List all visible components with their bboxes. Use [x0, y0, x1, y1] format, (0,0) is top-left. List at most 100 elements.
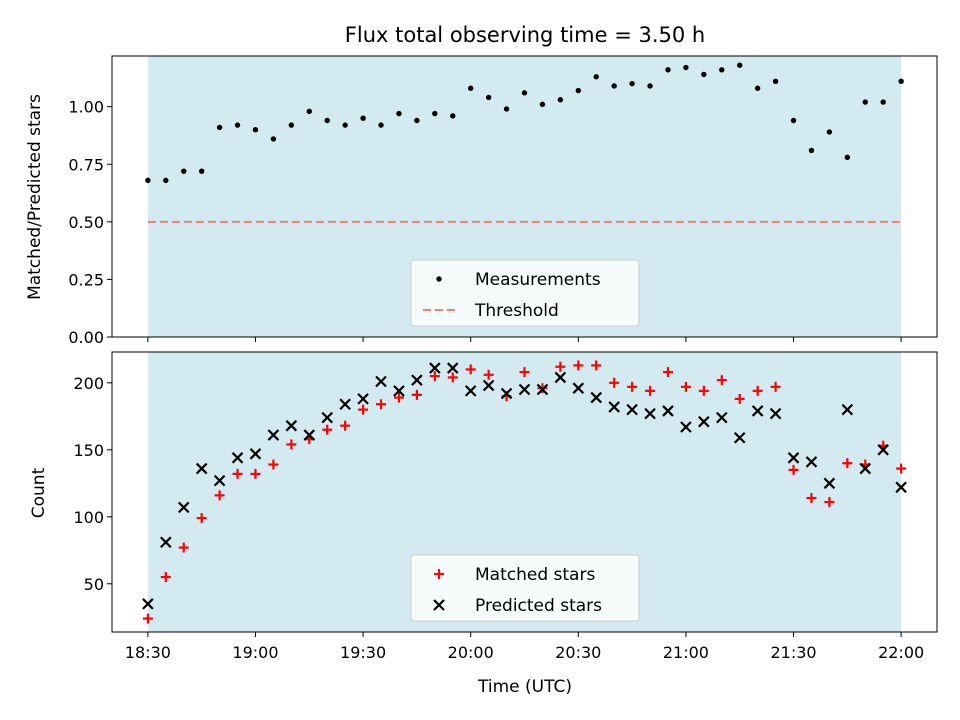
predicted-star-point: [231, 452, 244, 464]
matched-star-point: [788, 464, 799, 475]
measurement-point: [719, 67, 725, 73]
measurement-point: [342, 122, 348, 128]
legend-label: Predicted stars: [475, 596, 602, 616]
predicted-star-point: [590, 391, 603, 404]
matched-star-point: [214, 490, 225, 501]
matched-star-point: [806, 493, 817, 504]
measurement-point: [216, 124, 223, 131]
measurement-point: [181, 168, 187, 174]
predicted-star-point: [698, 415, 710, 428]
measurement-point: [503, 106, 510, 112]
predicted-star-point: [446, 362, 459, 374]
chart-title: Flux total observing time = 3.50 h: [345, 23, 705, 47]
x-tick-label: 19:30: [340, 643, 386, 662]
y-tick-label: 200: [73, 374, 104, 393]
measurement-point: [898, 78, 904, 85]
measurement-point: [665, 67, 671, 73]
legend-label: Threshold: [474, 301, 559, 321]
predicted-star-point: [482, 379, 495, 392]
predicted-star-point: [823, 477, 836, 490]
matched-star-point: [627, 381, 638, 392]
legend: Measurements Threshold: [410, 259, 640, 327]
measurement-point: [844, 154, 851, 161]
measurement-point: [234, 122, 241, 128]
predicted-star-point: [733, 431, 746, 444]
matched-star-point: [196, 513, 207, 524]
matched-star-point: [645, 385, 656, 396]
matched-star-point: [250, 468, 261, 479]
y-tick-label: 150: [73, 441, 104, 460]
x-tick-label: 20:00: [448, 643, 494, 662]
measurement-point: [808, 147, 815, 154]
legend-matched-swatch: [434, 569, 444, 579]
measurement-point: [737, 62, 743, 68]
measurement-point: [539, 101, 546, 108]
predicted-star-point: [716, 411, 728, 424]
measurement-point: [270, 136, 277, 142]
x-tick-label: 18:30: [125, 643, 171, 662]
predicted-star-point: [626, 403, 638, 416]
predicted-star-point: [339, 398, 351, 411]
predicted-star-point: [303, 429, 316, 441]
y-tick-label: 0.00: [68, 328, 104, 347]
x-tick-label: 19:00: [232, 643, 278, 662]
predicted-star-point: [572, 382, 585, 394]
measurement-point: [701, 71, 707, 78]
measurement-point: [396, 110, 402, 117]
matched-star-point: [770, 381, 781, 392]
measurement-point: [575, 87, 582, 94]
predicted-star-point: [787, 452, 800, 464]
matched-star-point: [698, 385, 709, 396]
matched-star-point: [178, 542, 189, 553]
predicted-star-point: [500, 387, 513, 400]
matched-star-point: [896, 463, 907, 474]
measurement-point: [198, 168, 205, 174]
matched-star-point: [376, 399, 387, 410]
predicted-star-point: [769, 407, 782, 420]
matched-star-point: [340, 420, 351, 431]
matched-star-point: [286, 439, 297, 450]
predicted-star-point: [429, 362, 441, 374]
predicted-star-point: [142, 598, 154, 610]
measurement-point: [485, 94, 492, 101]
matched-star-point: [734, 393, 745, 404]
x-tick-label: 21:30: [770, 643, 816, 662]
x-tick-label: 22:00: [878, 643, 924, 662]
legend-label: Matched stars: [475, 565, 595, 585]
measurement-point: [252, 127, 259, 133]
top-panel: 0.00 0.25 0.50 0.75 1.00 Measurements Threshol…: [68, 55, 938, 347]
matched-star-point: [429, 371, 440, 382]
matched-star-point: [142, 613, 153, 624]
predicted-star-point: [536, 383, 549, 396]
predicted-star-point: [859, 462, 872, 475]
y-tick-label: 100: [73, 508, 104, 527]
measurement-point: [611, 83, 617, 89]
measurement-point: [414, 117, 420, 124]
measurement-point: [450, 113, 456, 119]
predicted-star-point: [644, 407, 656, 420]
legend-predicted-swatch: [433, 599, 445, 611]
predicted-star-point: [267, 429, 280, 441]
measurement-point: [145, 177, 151, 184]
matched-star-point: [824, 497, 835, 508]
matched-star-point: [232, 468, 243, 479]
matched-star-point: [358, 404, 369, 415]
predicted-star-point: [841, 403, 854, 416]
measurement-point: [826, 129, 833, 135]
matched-star-point: [465, 364, 476, 375]
axes-frame: [111, 351, 938, 633]
measurement-point: [862, 99, 868, 105]
matched-star-point: [662, 367, 673, 378]
matched-star-point: [322, 424, 333, 435]
y-tick-label: 1.00: [68, 98, 104, 117]
predicted-star-point: [680, 421, 692, 433]
predicted-star-point: [464, 385, 477, 397]
measurement-point: [288, 122, 295, 128]
predicted-star-point: [285, 419, 298, 432]
predicted-star-point: [177, 501, 190, 514]
predicted-star-point: [195, 462, 208, 475]
matched-star-point: [555, 361, 566, 372]
matched-star-point: [519, 367, 530, 378]
matched-star-point: [411, 389, 422, 400]
matched-star-point: [483, 369, 494, 380]
